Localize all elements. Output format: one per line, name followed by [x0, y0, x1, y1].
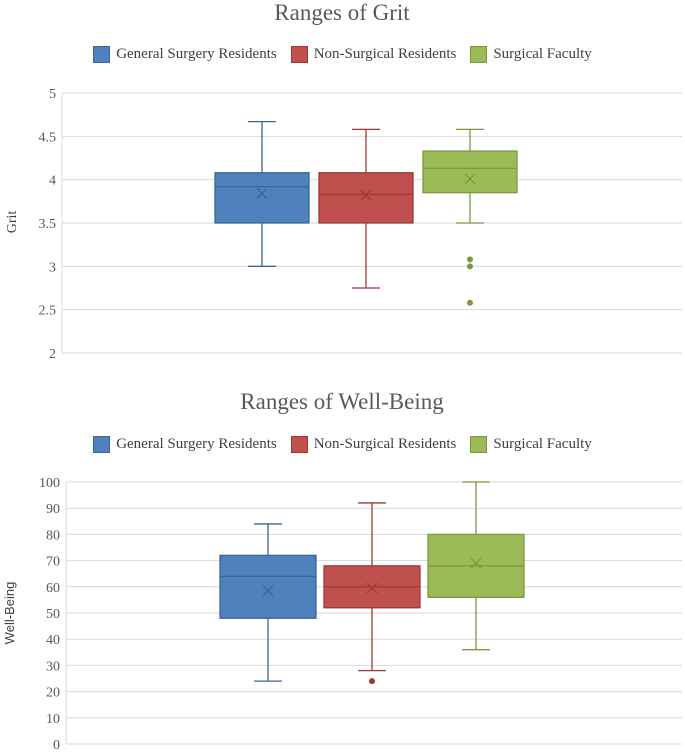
y-tick-label: 70 [46, 555, 60, 570]
wb-legend-item-general-surgery: General Surgery Residents [93, 436, 277, 453]
outlier-point-surgical-faculty [467, 256, 473, 263]
y-tick-label: 2.5 [39, 304, 57, 319]
legend-swatch-green [470, 46, 488, 63]
mean-marker-general-surgery-residents [256, 188, 268, 199]
box-non-surgical-residents [318, 172, 414, 224]
y-tick-label: 3 [49, 260, 56, 275]
legend-label: Non-Surgical Residents [313, 46, 457, 62]
y-tick-label: 60 [46, 581, 60, 596]
outlier-point-non-surgical-residents [369, 678, 375, 685]
y-tick-label: 10 [46, 712, 60, 727]
legend-label: General Surgery Residents [116, 436, 277, 452]
y-tick-label: 80 [46, 528, 60, 543]
legend-label: Surgical Faculty [493, 436, 592, 452]
box-general-surgery-residents [214, 172, 310, 224]
legend-swatch-blue [93, 436, 111, 453]
grit-y-axis-label: Grit [5, 211, 20, 234]
grit-chart-svg: Ranges of Grit Grit 2 2.5 3 3.5 4 4.5 5 [5, 0, 682, 362]
grit-legend: General Surgery Residents Non-Surgical R… [0, 46, 685, 63]
grit-legend-item-general-surgery: General Surgery Residents [93, 46, 277, 63]
y-tick-label: 2 [49, 347, 56, 362]
y-tick-label: 20 [46, 686, 60, 701]
legend-swatch-blue [93, 46, 111, 63]
grit-chart: Ranges of Grit Grit 2 2.5 3 3.5 4 4.5 5 Genera… [0, 0, 685, 375]
y-tick-label: 90 [46, 502, 60, 517]
y-tick-label: 3.5 [39, 217, 57, 232]
outlier-point-surgical-faculty [467, 263, 473, 270]
y-tick-label: 30 [46, 659, 60, 674]
well-being-chart-svg: Ranges of Well-Being Well-Being 0 10 20 30 4… [2, 389, 682, 752]
y-tick-label: 4.5 [39, 130, 57, 145]
mean-marker-non-surgical-residents [360, 189, 372, 201]
wb-legend-item-non-surgical: Non-Surgical Residents [290, 436, 457, 453]
outlier-point-surgical-faculty [467, 299, 473, 306]
well-being-legend: General Surgery Residents Non-Surgical R… [0, 436, 685, 453]
grit-chart-title: Ranges of Grit [274, 0, 410, 25]
well-being-chart-title: Ranges of Well-Being [240, 389, 444, 414]
mean-marker-surgical-faculty [464, 173, 476, 185]
y-tick-label: 100 [39, 476, 60, 491]
y-tick-label: 5 [49, 87, 56, 102]
mean-marker-surgical-faculty [470, 557, 482, 569]
mean-marker-non-surgical-residents [366, 582, 378, 594]
wb-legend-item-surgical-faculty: Surgical Faculty [470, 436, 592, 453]
y-tick-label: 0 [53, 738, 60, 752]
legend-label: General Surgery Residents [116, 46, 277, 62]
legend-label: Surgical Faculty [493, 46, 592, 62]
grit-legend-item-non-surgical: Non-Surgical Residents [290, 46, 457, 63]
well-being-chart: Ranges of Well-Being Well-Being 0 10 20 30 4… [0, 385, 685, 752]
mean-marker-general-surgery-residents [262, 585, 274, 597]
y-tick-label: 50 [46, 607, 60, 622]
legend-swatch-green [470, 436, 488, 453]
legend-swatch-red [290, 46, 308, 63]
grit-legend-item-surgical-faculty: Surgical Faculty [470, 46, 592, 63]
legend-label: Non-Surgical Residents [313, 436, 457, 452]
y-tick-label: 4 [49, 174, 56, 189]
box-general-surgery-residents [219, 554, 317, 619]
y-tick-label: 40 [46, 633, 60, 648]
well-being-y-axis-label: Well-Being [2, 582, 17, 645]
box-surgical-faculty [422, 150, 518, 194]
legend-swatch-red [290, 436, 308, 453]
